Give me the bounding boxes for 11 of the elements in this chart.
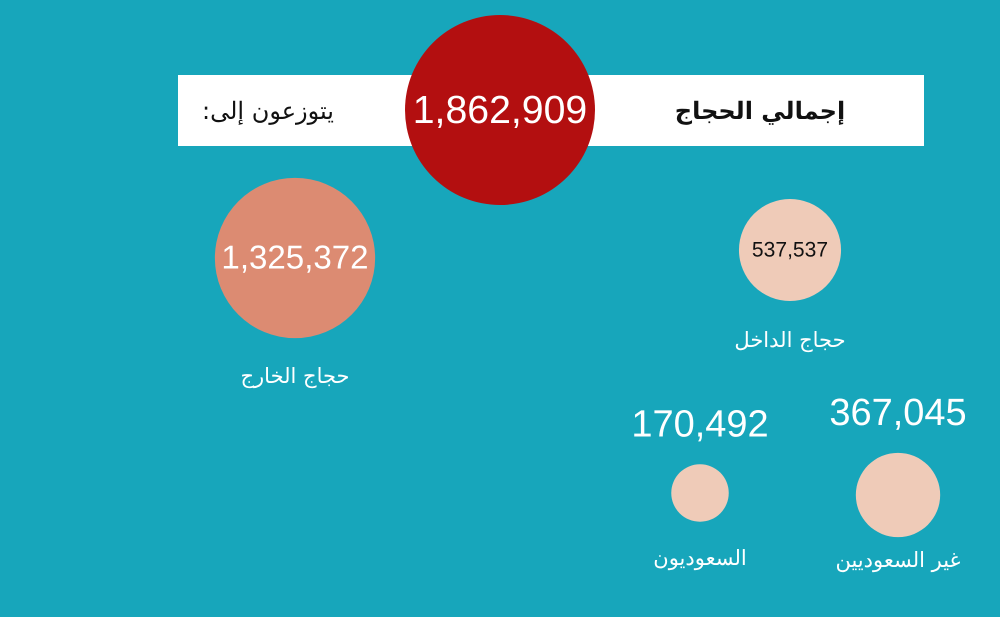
category-label: السعوديون	[653, 546, 747, 571]
data-label: 1,862,909	[412, 88, 588, 132]
category-label: غير السعوديين	[835, 548, 961, 573]
category-label: حجاج الداخل	[734, 328, 846, 353]
category-label: إجمالي الحجاج	[674, 97, 846, 125]
data-label: 1,325,372	[221, 240, 369, 276]
category-label: حجاج الخارج	[240, 364, 350, 389]
data-label: 170,492	[631, 403, 769, 446]
data-label: 537,537	[752, 238, 828, 262]
text: يتوزعون إلى:	[202, 97, 334, 125]
data-label: 367,045	[829, 392, 967, 434]
